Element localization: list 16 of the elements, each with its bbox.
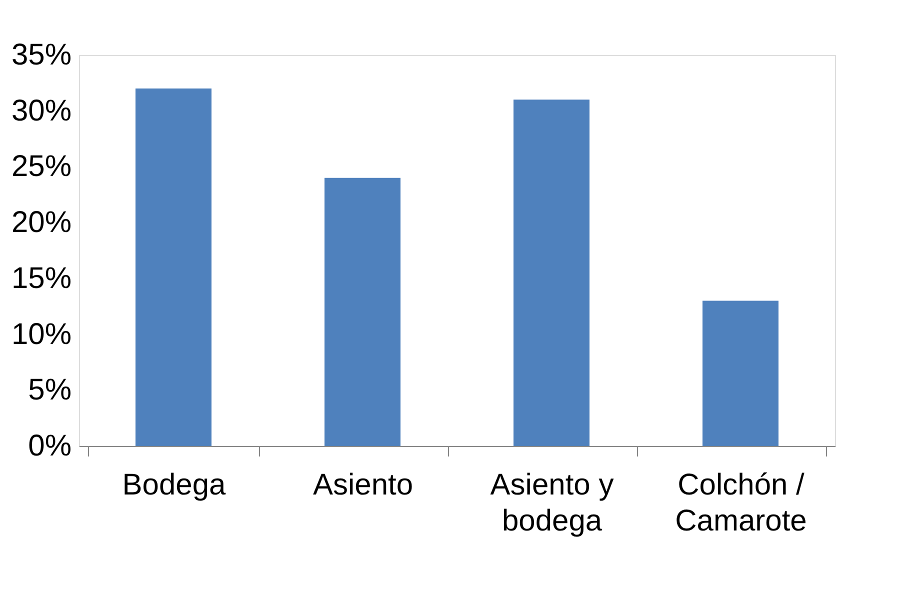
y-tick-label: 20% xyxy=(11,206,72,240)
bar xyxy=(514,100,590,446)
y-tick-label: 0% xyxy=(28,430,72,462)
x-tick-label: Asiento xyxy=(312,468,414,502)
y-tick-label: 5% xyxy=(28,374,72,407)
y-tick-label: 30% xyxy=(11,94,72,128)
y-tick-label: 15% xyxy=(11,262,72,295)
y-tick-label: 10% xyxy=(11,318,72,351)
bar xyxy=(136,88,212,446)
bar xyxy=(324,178,400,446)
bar xyxy=(702,300,778,446)
x-tick-label: Bodega xyxy=(122,468,226,502)
y-tick-label: 25% xyxy=(11,150,72,184)
x-tick-label: Colchón / Camarote xyxy=(675,468,807,538)
x-tick-label: Asiento y bodega xyxy=(490,468,614,538)
y-tick-label: 35% xyxy=(11,38,72,72)
